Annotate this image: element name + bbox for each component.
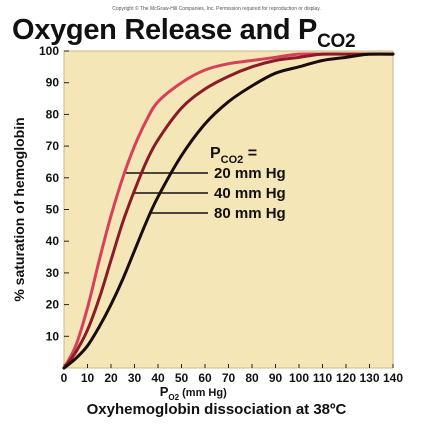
copyright-notice: Copyright © The McGraw-Hill Companies, I…	[112, 6, 321, 12]
series-line-40-mm-hg	[62, 52, 395, 370]
x-axis-label-unit: (mm Hg)	[179, 387, 227, 399]
x-tick-label: 30	[128, 371, 142, 385]
legend: 20 mm Hg 40 mm Hg 80 mm Hg	[214, 165, 286, 222]
x-tick-label: 10	[81, 371, 95, 385]
chart-caption: Oxyhemoglobin dissociation at 38ºC	[86, 401, 347, 418]
legend-title-main: P	[210, 145, 221, 162]
x-tick-label: 100	[289, 371, 309, 385]
legend-title-sub: CO2	[221, 154, 244, 166]
y-axis-label-group: % saturation of hemoglobin	[11, 117, 27, 301]
x-tick-label: 110	[313, 371, 333, 385]
legend-title: PCO2 =	[210, 145, 257, 166]
legend-leaders	[126, 172, 208, 214]
y-tick-label: 100	[39, 44, 59, 58]
x-tick-label: 0	[61, 371, 68, 385]
series-line-80-mm-hg	[62, 52, 395, 370]
chart-title: Oxygen Release and PCO2	[12, 14, 356, 52]
legend-entry-80-mm-hg: 80 mm Hg	[214, 205, 286, 222]
x-tick-label: 140	[383, 371, 403, 385]
title-main: Oxygen Release and P	[12, 14, 318, 46]
legend-entry-40-mm-hg: 40 mm Hg	[214, 185, 286, 202]
x-tick-label: 120	[336, 371, 356, 385]
ticks: 10 20 30 40 50 60 70 80 90 100 0 10 20 30 40 50 60 70 80 90…	[39, 44, 403, 385]
x-tick-label: 90	[269, 371, 283, 385]
y-tick-label: 90	[46, 76, 60, 90]
x-axis-label-sub: O2	[168, 393, 179, 402]
x-tick-label: 40	[151, 371, 165, 385]
y-tick-label: 80	[46, 107, 60, 121]
y-tick-label: 50	[46, 203, 60, 217]
x-axis-label: PO2 (mm Hg)	[160, 384, 227, 402]
legend-title-suffix: =	[243, 145, 257, 162]
series-lines	[62, 52, 395, 370]
y-tick-label: 60	[46, 171, 60, 185]
x-axis-label-main: P	[160, 384, 169, 399]
x-tick-label: 20	[104, 371, 118, 385]
x-tick-label: 70	[222, 371, 236, 385]
y-tick-label: 20	[46, 298, 60, 312]
y-tick-label: 10	[46, 329, 60, 343]
y-tick-label: 30	[46, 266, 60, 280]
x-tick-label: 130	[359, 371, 379, 385]
y-axis-label: % saturation of hemoglobin	[11, 117, 27, 301]
y-tick-label: 70	[46, 139, 60, 153]
legend-entry-20-mm-hg: 20 mm Hg	[214, 165, 286, 182]
x-tick-label: 60	[198, 371, 212, 385]
y-tick-label: 40	[46, 234, 60, 248]
x-tick-label: 50	[175, 371, 189, 385]
title-subscript: CO2	[317, 31, 356, 52]
plot-area	[63, 50, 394, 369]
x-tick-label: 80	[245, 371, 259, 385]
